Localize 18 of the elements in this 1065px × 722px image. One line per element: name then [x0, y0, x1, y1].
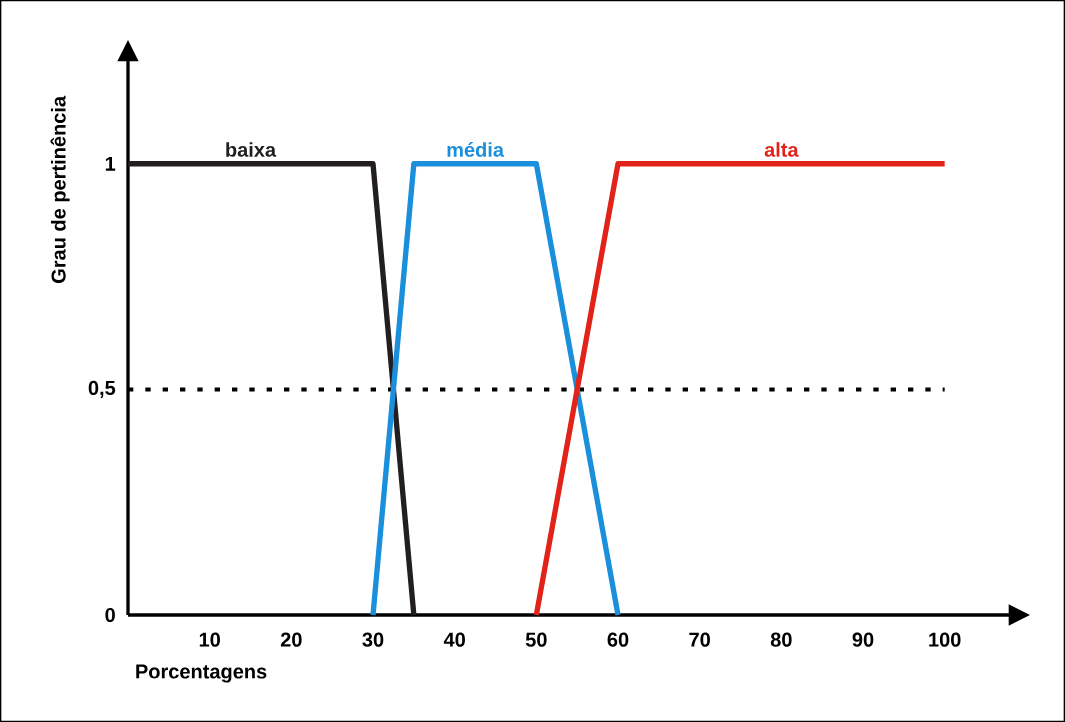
y-tick-label: 0	[105, 607, 115, 623]
y-tick-label: 0,5	[88, 380, 116, 398]
series-label: média	[447, 141, 505, 157]
x-tick-label: 30	[362, 632, 384, 647]
x-tick-label: 50	[525, 632, 547, 647]
series-label: alta	[764, 142, 799, 157]
x-axis-title: Porcentagens	[136, 664, 267, 683]
x-tick-label: 60	[607, 632, 629, 647]
y-axis-title: Grau de pertinência	[50, 95, 70, 283]
series-label: baixa	[226, 142, 277, 157]
x-tick-label: 80	[770, 632, 792, 647]
x-tick-label: 100	[929, 632, 961, 647]
x-tick-label: 70	[689, 632, 710, 647]
y-tick-label: 1	[105, 156, 116, 171]
x-tick-label: 90	[852, 632, 874, 647]
x-tick-label: 10	[199, 632, 220, 647]
x-tick-label: 20	[280, 632, 302, 647]
x-tick-label: 40	[443, 632, 465, 647]
